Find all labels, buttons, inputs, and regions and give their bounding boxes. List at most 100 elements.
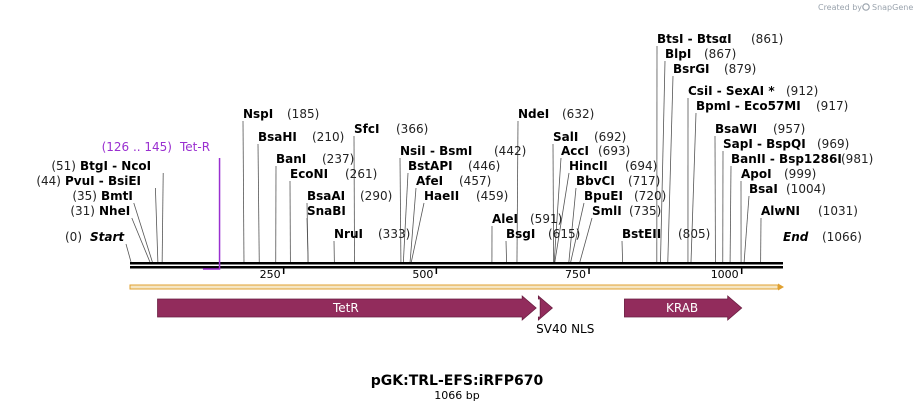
enzyme-position: (692) [594, 130, 626, 144]
map-subtitle: 1066 bp [434, 389, 479, 402]
enzyme-name: BstEII [622, 227, 661, 241]
enzyme-site-nspi[interactable]: NspI (185) [243, 107, 319, 121]
enzyme-name: PvuI - BsiEI [65, 174, 141, 188]
enzyme-site-banii-bsp1286i[interactable]: BanII - Bsp1286I (981) [731, 152, 873, 166]
enzyme-site-bani[interactable]: BanI (237) [276, 152, 354, 166]
endpoint-end: End (1066) [783, 230, 862, 244]
enzyme-site-bsteii[interactable]: BstEII (805) [622, 227, 710, 241]
enzyme-name: EcoNI [290, 167, 328, 181]
enzyme-name: BsaI [749, 182, 778, 196]
map-title: pGK:TRL-EFS:iRFP670 [371, 373, 544, 389]
enzyme-site-afei[interactable]: AfeI (457) [416, 174, 491, 188]
enzyme-site-apoi[interactable]: ApoI (999) [741, 167, 816, 181]
enzyme-site-btsi-bts-i[interactable]: BtsI - BtsαI (861) [657, 32, 783, 46]
enzyme-name: SmlI [592, 204, 622, 218]
enzyme-position: (442) [494, 144, 526, 158]
enzyme-site-sapi-bspqi[interactable]: SapI - BspQI (969) [723, 137, 849, 151]
enzyme-position: (333) [378, 227, 410, 241]
feature-krab[interactable] [624, 295, 743, 321]
endpoint-position: (0) [65, 230, 82, 244]
enzyme-site-bmti[interactable]: (35) BmtI [72, 189, 133, 203]
enzyme-name: AlwNI [761, 204, 800, 218]
enzyme-site-bpmi-eco57mi[interactable]: BpmI - Eco57MI (917) [696, 99, 848, 113]
enzyme-position: (632) [562, 107, 594, 121]
scale-ticks: 250 500 750 1000 [260, 266, 743, 281]
enzyme-labels: (31) NheI(35) BmtI (44) PvuI - BsiEI(51) BtgI… [36, 32, 873, 244]
enzyme-site-bbvci[interactable]: BbvCI (717) [576, 174, 660, 188]
enzyme-position: (957) [773, 122, 805, 136]
enzyme-name: AccI [561, 144, 589, 158]
feature-tetr[interactable] [157, 295, 537, 321]
sequence-bar [129, 283, 784, 291]
enzyme-site-line [306, 217, 309, 263]
enzyme-name: AfeI [416, 174, 443, 188]
enzyme-name: BpuEI [584, 189, 623, 203]
enzyme-position: (290) [360, 189, 392, 203]
enzyme-name: ApoI [741, 167, 772, 181]
enzyme-site-line [690, 112, 697, 263]
enzyme-site-hincii[interactable]: HincII (694) [569, 159, 657, 173]
scale-tick-label: 500 [412, 268, 433, 281]
scale-tick-label: 250 [260, 268, 281, 281]
primer-arrow [202, 158, 221, 270]
enzyme-position: (1004) [786, 182, 826, 196]
enzyme-site-ndei[interactable]: NdeI (632) [518, 107, 594, 121]
enzyme-site-nrui[interactable]: NruI (333) [334, 227, 410, 241]
enzyme-site-bsaai[interactable]: BsaAI (290) [307, 189, 392, 203]
enzyme-position: (735) [629, 204, 661, 218]
enzyme-site-acci[interactable]: AccI (693) [561, 144, 630, 158]
enzyme-site-alei[interactable]: AleI (591) [492, 212, 562, 226]
enzyme-position: (185) [287, 107, 319, 121]
snapgene-credit: Created by SnapGene [818, 3, 913, 12]
endpoint-start: (0) Start [65, 230, 125, 244]
enzyme-site-econi[interactable]: EcoNI (261) [290, 167, 377, 181]
snapgene-logo-icon [862, 3, 870, 11]
enzyme-site-blpi[interactable]: BlpI (867) [665, 47, 736, 61]
enzyme-site-bsahi[interactable]: BsaHI (210) [258, 130, 344, 144]
enzyme-position: (591) [530, 212, 562, 226]
backbone-strand-bottom [130, 266, 783, 269]
enzyme-site-haeii[interactable]: HaeII (459) [424, 189, 508, 203]
enzyme-site-line [621, 240, 624, 263]
enzyme-site-btgi-ncoi[interactable]: (51) BtgI - NcoI [51, 159, 151, 173]
enzyme-site-sali[interactable]: SalI (692) [553, 130, 626, 144]
enzyme-site-bsawi[interactable]: BsaWI (957) [715, 122, 805, 136]
enzyme-site-csii-sexai-[interactable]: CsiI - SexAI * (912) [688, 84, 818, 98]
feature-sv40-nls[interactable] [537, 295, 553, 321]
enzyme-name: SalI [553, 130, 578, 144]
primer-range: (126 .. 145) [102, 140, 172, 154]
enzyme-site-smli[interactable]: SmlI (735) [592, 204, 661, 218]
enzyme-site-bsrgi[interactable]: BsrGI (879) [673, 62, 756, 76]
enzyme-name: BmtI [101, 189, 133, 203]
enzyme-site-line [667, 75, 674, 263]
enzyme-name: NspI [243, 107, 273, 121]
enzyme-site-alwni[interactable]: AlwNI (1031) [761, 204, 858, 218]
feature-label: KRAB [666, 301, 698, 315]
primer-name: Tet-R [179, 140, 210, 154]
enzyme-position: (51) [51, 159, 76, 173]
enzyme-name: BtgI - NcoI [80, 159, 151, 173]
feature-label: SV40 NLS [536, 322, 594, 336]
enzyme-site-nsii-bsmi[interactable]: NsiI - BsmI (442) [400, 144, 526, 158]
enzyme-site-nhei[interactable]: (31) NheI [70, 204, 130, 218]
enzyme-site-line [131, 217, 151, 263]
enzyme-site-bsgi[interactable]: BsgI (615) [506, 227, 580, 241]
enzyme-site-line [743, 195, 750, 263]
enzyme-site-line [242, 120, 245, 263]
enzyme-position: (210) [312, 130, 344, 144]
enzyme-position: (31) [70, 204, 95, 218]
enzyme-name: BsaAI [307, 189, 345, 203]
enzyme-name: BlpI [665, 47, 691, 61]
enzyme-site-sfci[interactable]: SfcI (366) [354, 122, 428, 136]
enzyme-site-bpuei[interactable]: BpuEI (720) [584, 189, 666, 203]
enzyme-site-bstapi[interactable]: BstAPI (446) [408, 159, 500, 173]
primer-tet-r[interactable]: (126 .. 145) Tet-R [102, 140, 221, 270]
credit-text: Created by [818, 3, 862, 12]
enzyme-site-bsai[interactable]: BsaI (1004) [749, 182, 826, 196]
enzyme-name: BanII - Bsp1286I [731, 152, 842, 166]
scale-tick-label: 750 [565, 268, 586, 281]
enzyme-name: BpmI - Eco57MI [696, 99, 801, 113]
enzyme-name: SnaBI [307, 204, 346, 218]
enzyme-site-snabi[interactable]: SnaBI [307, 204, 346, 218]
enzyme-site-pvui-bsiei[interactable]: (44) PvuI - BsiEI [36, 174, 141, 188]
